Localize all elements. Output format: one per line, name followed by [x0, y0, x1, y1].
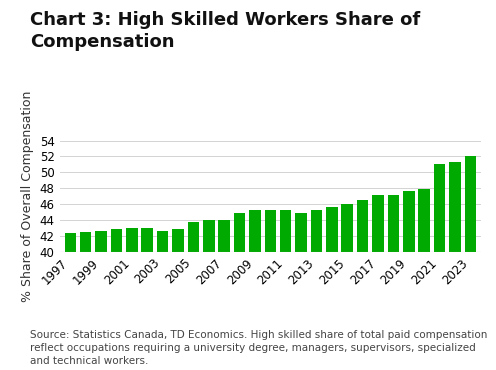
Text: Chart 3: High Skilled Workers Share of
Compensation: Chart 3: High Skilled Workers Share of C… — [30, 11, 420, 51]
Bar — [372, 195, 384, 370]
Bar — [64, 233, 76, 370]
Bar — [80, 232, 91, 370]
Bar — [218, 220, 230, 370]
Bar — [249, 211, 261, 370]
Bar — [126, 228, 137, 370]
Bar — [187, 222, 199, 370]
Bar — [264, 209, 276, 370]
Bar — [465, 157, 476, 370]
Bar — [403, 191, 415, 370]
Bar — [449, 162, 461, 370]
Bar — [95, 231, 107, 370]
Bar — [341, 204, 353, 370]
Bar — [111, 229, 122, 370]
Bar — [280, 211, 292, 370]
Bar — [234, 213, 246, 370]
Bar — [203, 220, 215, 370]
Bar — [326, 207, 338, 370]
Y-axis label: % Share of Overall Compensation: % Share of Overall Compensation — [21, 90, 34, 302]
Bar — [357, 200, 369, 370]
Text: Source: Statistics Canada, TD Economics. High skilled share of total paid compen: Source: Statistics Canada, TD Economics.… — [30, 330, 487, 366]
Bar — [388, 195, 399, 370]
Bar — [419, 189, 430, 370]
Bar — [157, 231, 168, 370]
Bar — [434, 164, 445, 370]
Bar — [295, 213, 307, 370]
Bar — [310, 209, 322, 370]
Bar — [141, 228, 153, 370]
Bar — [172, 229, 184, 370]
